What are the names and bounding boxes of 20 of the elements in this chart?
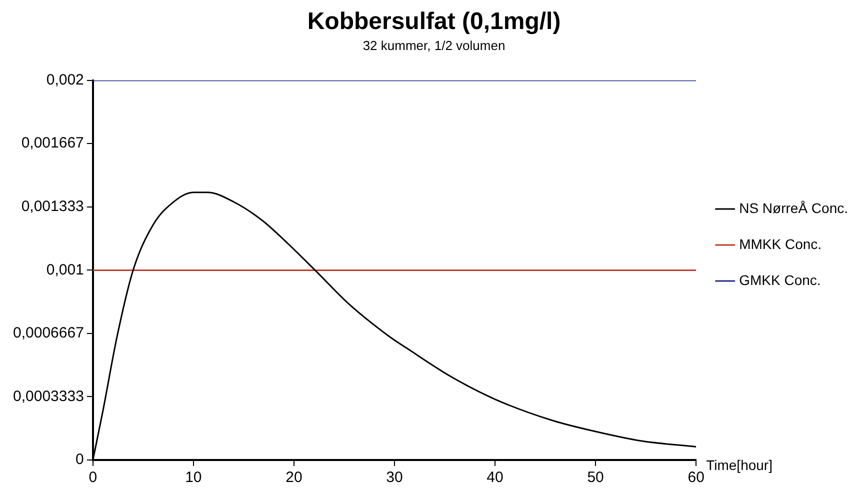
y-tick-label: 0 xyxy=(76,451,84,468)
y-tick-label: 0,002 xyxy=(46,72,84,89)
legend-label: MMKK Conc. xyxy=(739,236,822,252)
y-tick-label: 0,0006667 xyxy=(13,324,84,342)
chart-subtitle: 32 kummer, 1/2 volumen xyxy=(362,38,506,54)
x-tick-label: 0 xyxy=(88,469,98,486)
legend-label: GMKK Conc. xyxy=(739,272,821,288)
x-axis-title: Time[hour] xyxy=(706,456,772,473)
legend-label: NS NørreÅ Conc. xyxy=(739,200,848,216)
chart-title: Kobbersulfat (0,1mg/l) xyxy=(307,8,561,36)
x-tick-label: 20 xyxy=(286,469,302,486)
y-tick-label: 0,001 xyxy=(46,261,84,278)
x-tick-label: 40 xyxy=(486,469,504,486)
x-tick-label: 30 xyxy=(386,469,403,486)
y-tick-label: 0,0003333 xyxy=(13,388,84,405)
x-tick-label: 10 xyxy=(185,469,202,486)
x-tick-label: 60 xyxy=(688,469,704,486)
x-tick-label: 50 xyxy=(587,469,604,486)
y-tick-label: 0,001667 xyxy=(21,134,84,152)
y-tick-label: 0,001333 xyxy=(21,198,84,216)
